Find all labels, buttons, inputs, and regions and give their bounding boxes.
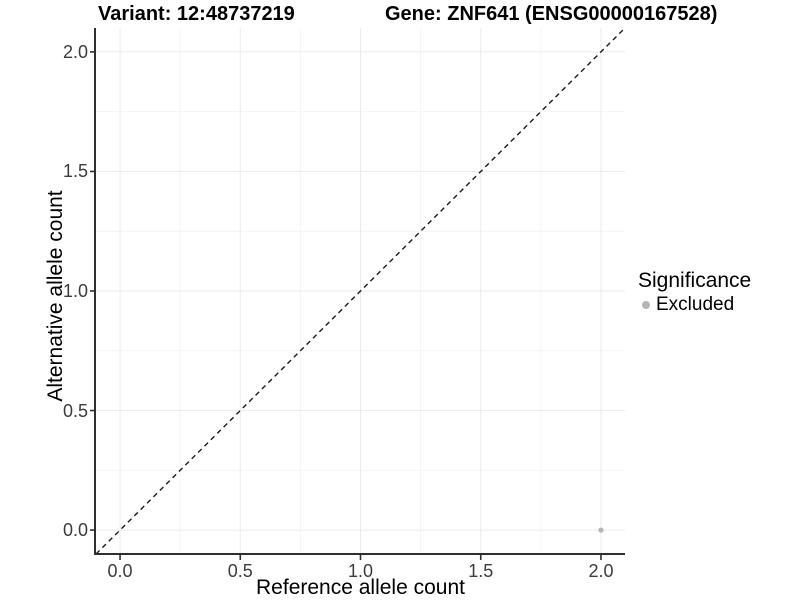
legend-entry-excluded: Excluded — [638, 294, 800, 316]
x-axis-title: Reference allele count — [256, 576, 465, 599]
gene-title: Gene: ZNF641 (ENSG00000167528) — [385, 3, 718, 25]
variant-title: Variant: 12:48737219 — [98, 3, 295, 25]
y-tick-label: 0.5 — [62, 400, 88, 421]
x-tick-label: 0.0 — [107, 561, 133, 581]
x-tick-label: 1.5 — [468, 561, 494, 581]
x-tick-label: 0.5 — [227, 561, 253, 581]
legend: Significance Excluded — [638, 270, 800, 316]
y-tick-label: 1.5 — [62, 161, 88, 182]
y-tick-label: 2.0 — [62, 41, 88, 62]
x-tick-label: 1.0 — [347, 561, 374, 581]
legend-entry-label: Excluded — [656, 294, 735, 315]
y-tick-label: 0.0 — [62, 520, 88, 541]
legend-title: Significance — [638, 269, 752, 292]
legend-point-icon — [642, 301, 650, 309]
plot-panel — [90, 27, 626, 560]
y-tick-label: 1.0 — [62, 281, 88, 301]
data-point — [598, 527, 604, 533]
identity-line — [95, 27, 626, 555]
x-tick-label: 2.0 — [588, 561, 614, 581]
